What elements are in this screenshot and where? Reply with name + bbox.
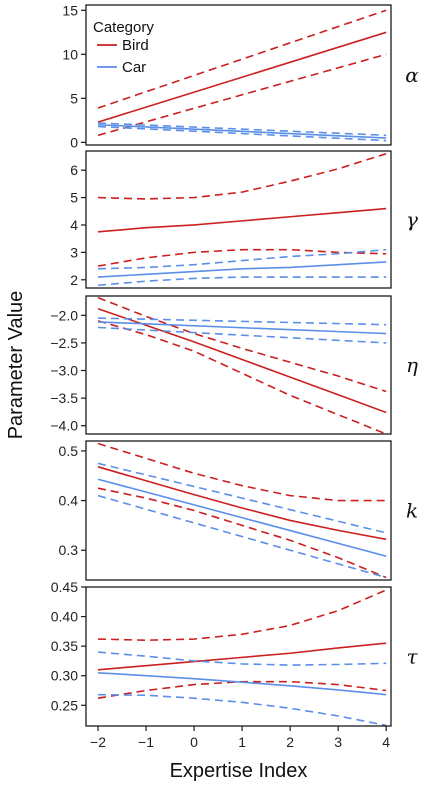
panel-1-car-lower-line (97, 276, 387, 287)
panel-0-y-tick-label: 5 (70, 90, 78, 106)
panel-3-y-tick-label: 0.4 (59, 493, 79, 509)
x-tick-label: 3 (334, 734, 342, 750)
panel-2-frame (85, 295, 392, 435)
panel-3-bird-fit-line (97, 466, 387, 541)
panel-2-car-lower-line (97, 326, 387, 344)
panel-4-car-lower-line (98, 693, 387, 726)
panel-0-car-fit-line (97, 123, 387, 139)
panel-4-parameter-label: τ (406, 645, 418, 669)
panel-2-y-tick-label: −3.5 (50, 390, 78, 406)
panel-4-y-tick-label: 0.40 (51, 609, 78, 625)
legend-title: Category (93, 19, 154, 36)
panel-2-parameter-label: η (406, 353, 418, 377)
panel-2-bird-lower-line (97, 320, 387, 434)
panel-2-y-tick-label: −3.0 (50, 363, 78, 379)
panel-3-bird-upper-line (97, 442, 387, 502)
panel-4-y-tick-label: 0.30 (51, 668, 78, 684)
panel-4-bird-upper-line (97, 589, 387, 642)
x-tick-label: 1 (238, 734, 246, 750)
panel-0-bird-fit-line (97, 31, 387, 123)
panel-3-y-tick-label: 0.5 (59, 443, 79, 459)
panel-4-frame (85, 586, 392, 727)
x-tick-label: 2 (286, 734, 294, 750)
panel-4-bird-fit-line (97, 642, 387, 671)
panel-4-y-tick-label: 0.25 (51, 697, 78, 713)
panel-1-y-tick-label: 3 (70, 244, 78, 260)
y-axis-title: Parameter Value (5, 291, 27, 440)
x-tick-label: −1 (138, 734, 154, 750)
panel-2-y-tick-label: −2.5 (50, 335, 78, 351)
panel-1-car-fit-line (97, 261, 387, 278)
panel-4-car-fit-line (97, 671, 387, 696)
panel-0-y-tick-label: 10 (62, 46, 78, 62)
panel-0-y-tick-label: 15 (62, 2, 78, 18)
panel-2-car-upper-line (97, 317, 387, 326)
panel-3-y-tick-label: 0.3 (59, 542, 79, 558)
panel-2-y-tick-label: −4.0 (50, 418, 78, 434)
x-axis-title: Expertise Index (170, 760, 308, 782)
panel-4-y-tick-label: 0.45 (51, 579, 78, 595)
panel-0-bird-lower-line (97, 53, 387, 137)
panel-3-car-fit-line (97, 478, 387, 557)
panel-1-bird-upper-line (97, 152, 387, 200)
panel-1-car-upper-line (97, 248, 387, 270)
panel-0-car-lower-line (97, 125, 387, 142)
x-tick-label: 4 (382, 734, 390, 750)
panel-3-bird-lower-line (97, 487, 387, 579)
panel-1-bird-fit-line (97, 207, 387, 233)
panel-1-y-tick-label: 4 (70, 217, 78, 233)
panel-3-frame (85, 440, 392, 581)
panel-3-parameter-label: k (406, 499, 418, 523)
panel-0-parameter-label: α (405, 63, 419, 87)
panel-0-frame (85, 4, 392, 146)
panel-0-car-upper-line (97, 122, 387, 137)
panel-3-car-upper-line (97, 462, 387, 534)
panel-1-y-tick-label: 6 (70, 162, 78, 178)
panel-4-y-tick-label: 0.35 (51, 638, 78, 654)
x-tick-label: 0 (190, 734, 198, 750)
panel-1-bird-lower-line (97, 248, 387, 267)
panel-0-y-tick-label: 0 (70, 134, 78, 150)
panel-3-car-lower-line (97, 494, 387, 579)
panel-2-y-tick-label: −2.0 (50, 307, 78, 323)
legend-label-car: Car (122, 59, 146, 76)
panel-1-frame (85, 150, 392, 289)
panel-2-bird-upper-line (97, 296, 387, 393)
panel-2-car-fit-line (97, 321, 387, 335)
panels: 051015αCategoryBirdCar23456γ−2.0−2.5−3.0… (50, 2, 419, 750)
panel-1-y-tick-label: 2 (70, 272, 78, 288)
panel-1-parameter-label: γ (406, 208, 418, 232)
x-tick-label: −2 (90, 734, 106, 750)
panel-1-y-tick-label: 5 (70, 190, 78, 206)
panel-4-car-upper-line (97, 651, 387, 666)
panel-2-bird-fit-line (97, 307, 387, 414)
legend-label-bird: Bird (122, 37, 149, 54)
panel-0-bird-upper-line (97, 9, 387, 109)
